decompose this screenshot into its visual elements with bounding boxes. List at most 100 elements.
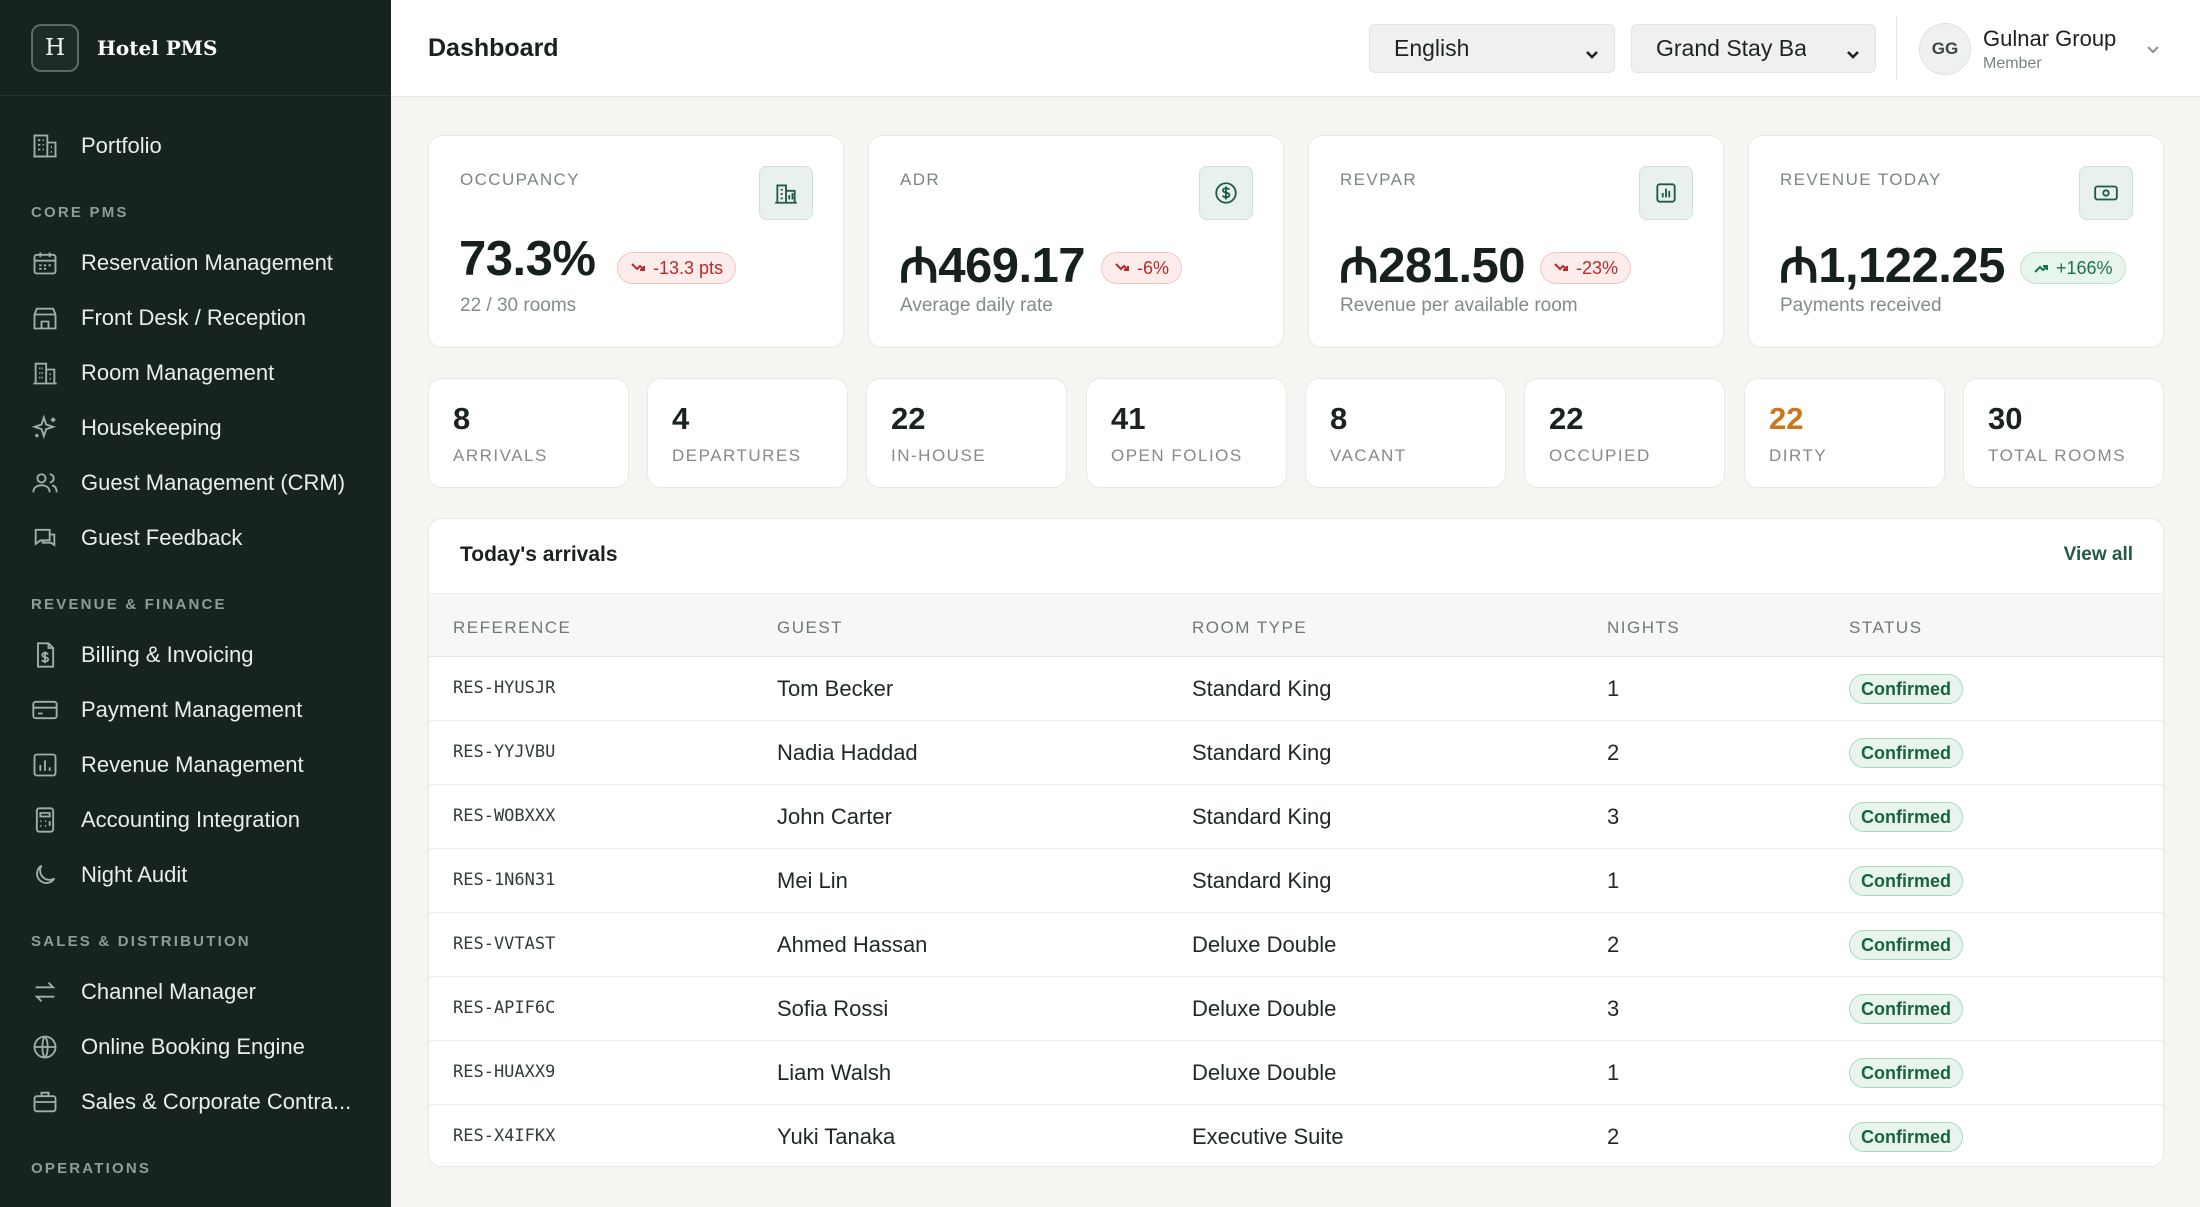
column-header[interactable]: GUEST	[777, 618, 844, 637]
stat-card-occupied[interactable]: 22 OCCUPIED	[1524, 378, 1725, 488]
sidebar-item-billing[interactable]: Billing & Invoicing	[0, 627, 391, 682]
sidebar-item-reservations[interactable]: Reservation Management	[0, 235, 391, 290]
nights: 1	[1607, 868, 1620, 893]
sidebar-item-label: Accounting Integration	[81, 806, 300, 832]
sidebar-item-sales-contracts[interactable]: Sales & Corporate Contra...	[0, 1074, 391, 1129]
sidebar-item-label: Room Management	[81, 359, 275, 385]
kpi-delta: -6%	[1101, 252, 1183, 284]
brand[interactable]: H Hotel PMS	[0, 0, 391, 96]
table-row[interactable]: RES-1N6N31 Mei Lin Standard King 1 Confirmed	[429, 849, 2163, 913]
status-badge: Confirmed	[1849, 674, 1963, 704]
nav-section-title: OPERATIONS	[31, 1160, 152, 1177]
sidebar-item-label: Guest Management (CRM)	[81, 469, 346, 495]
stat-label: ARRIVALS	[453, 446, 548, 465]
stat-card-total-rooms[interactable]: 30 TOTAL ROOMS	[1963, 378, 2164, 488]
view-all-link[interactable]: View all	[2063, 544, 2133, 565]
table-header: REFERENCE GUEST ROOM TYPE NIGHTS STATUS	[429, 593, 2163, 657]
invoice-icon	[31, 641, 59, 669]
property-select-value: Grand Stay Bal	[1656, 35, 1806, 61]
sidebar-item-booking-engine[interactable]: Online Booking Engine	[0, 1019, 391, 1074]
stat-label: OCCUPIED	[1549, 446, 1651, 465]
status-badge: Confirmed	[1849, 802, 1963, 832]
stat-value: 41	[1111, 401, 1146, 436]
bar-chart-square-icon	[1639, 166, 1693, 220]
table-row[interactable]: RES-HUAXX9 Liam Walsh Deluxe Double 1 Confir…	[429, 1041, 2163, 1105]
briefcase-icon	[31, 1088, 59, 1116]
column-header[interactable]: REFERENCE	[453, 618, 572, 637]
stat-label: IN-HOUSE	[891, 446, 987, 465]
sidebar-nav: Portfolio CORE PMS Reservation Managemen…	[0, 96, 391, 1191]
stat-card-arrivals[interactable]: 8 ARRIVALS	[428, 378, 629, 488]
sidebar-item-channel-manager[interactable]: Channel Manager	[0, 964, 391, 1019]
column-header[interactable]: ROOM TYPE	[1192, 618, 1308, 637]
nights: 3	[1607, 996, 1620, 1021]
sidebar-item-rooms[interactable]: Room Management	[0, 345, 391, 400]
table-row[interactable]: RES-APIF6C Sofia Rossi Deluxe Double 3 Confi…	[429, 977, 2163, 1041]
sparkles-icon	[31, 414, 59, 442]
room-type: Deluxe Double	[1192, 932, 1337, 957]
user-name: Gulnar Group	[1983, 25, 2117, 51]
table-row[interactable]: RES-VVTAST Ahmed Hassan Deluxe Double 2 Conf…	[429, 913, 2163, 977]
guest-name: Nadia Haddad	[777, 740, 918, 765]
stat-card-open-folios[interactable]: 41 OPEN FOLIOS	[1086, 378, 1287, 488]
sidebar-item-housekeeping[interactable]: Housekeeping	[0, 400, 391, 455]
stat-card-departures[interactable]: 4 DEPARTURES	[647, 378, 848, 488]
room-type: Standard King	[1192, 868, 1332, 893]
sidebar-item-revenue[interactable]: Revenue Management	[0, 737, 391, 792]
column-header[interactable]: NIGHTS	[1607, 618, 1681, 637]
stat-value: 22	[1769, 401, 1804, 436]
nav-section-title: CORE PMS	[31, 204, 129, 221]
sidebar-item-label: Channel Manager	[81, 978, 256, 1004]
stat-label: DEPARTURES	[672, 446, 802, 465]
sidebar-item-label: Billing & Invoicing	[81, 641, 254, 667]
language-select-value: English	[1394, 35, 1470, 61]
kpi-value: 73.3%	[459, 232, 596, 286]
reservation-reference: RES-HUAXX9	[453, 1062, 556, 1082]
kpi-label: OCCUPANCY	[460, 170, 580, 189]
stat-card-dirty[interactable]: 22 DIRTY	[1744, 378, 1945, 488]
guest-name: Liam Walsh	[777, 1060, 892, 1085]
arrivals-title: Today's arrivals	[460, 543, 618, 566]
table-row[interactable]: RES-X4IFKX Yuki Tanaka Executive Suite 2 Con…	[429, 1105, 2163, 1166]
stat-value: 22	[1549, 401, 1584, 436]
sidebar-item-crm[interactable]: Guest Management (CRM)	[0, 455, 391, 510]
kpi-subtext: Payments received	[1780, 295, 1942, 316]
table-row[interactable]: RES-YYJVBU Nadia Haddad Standard King 2 Conf…	[429, 721, 2163, 785]
guest-name: Tom Becker	[777, 676, 894, 701]
arrivals-card: Today's arrivals View all REFERENCE GUES…	[428, 518, 2164, 1167]
sidebar-item-accounting[interactable]: Accounting Integration	[0, 792, 391, 847]
stat-card-in-house[interactable]: 22 IN-HOUSE	[866, 378, 1067, 488]
sidebar-item-feedback[interactable]: Guest Feedback	[0, 510, 391, 565]
nav-section-title: SALES & DISTRIBUTION	[31, 933, 251, 950]
nights: 2	[1607, 1124, 1620, 1149]
table-row[interactable]: RES-HYUSJR Tom Becker Standard King 1 Confir…	[429, 657, 2163, 721]
reservation-reference: RES-1N6N31	[453, 870, 556, 890]
sidebar-item-front-desk[interactable]: Front Desk / Reception	[0, 290, 391, 345]
sidebar-item-night-audit[interactable]: Night Audit	[0, 847, 391, 902]
brand-logo: H	[31, 23, 79, 72]
kpi-value: ₼281.50	[1339, 239, 1526, 293]
moon-icon	[31, 861, 59, 889]
column-header[interactable]: STATUS	[1849, 618, 1923, 637]
stat-card-vacant[interactable]: 8 VACANT	[1305, 378, 1506, 488]
guest-name: Ahmed Hassan	[777, 932, 928, 957]
status-badge: Confirmed	[1849, 1058, 1963, 1088]
stat-value: 8	[453, 401, 471, 436]
guest-name: Yuki Tanaka	[777, 1124, 896, 1149]
status-badge: Confirmed	[1849, 994, 1963, 1024]
reservation-reference: RES-YYJVBU	[453, 742, 556, 762]
kpi-card-occupancy: OCCUPANCY 73.3% -13.3 pts 22 / 30 rooms	[428, 135, 844, 348]
property-select[interactable]: Grand Stay Bal	[1631, 24, 1876, 73]
kpi-label: ADR	[900, 170, 941, 189]
trend-down-icon	[1115, 263, 1129, 271]
sidebar-item-label: Online Booking Engine	[81, 1033, 305, 1059]
stat-value: 30	[1988, 401, 2023, 436]
table-row[interactable]: RES-WOBXXX John Carter Standard King 3 Confi…	[429, 785, 2163, 849]
banknote-icon	[2079, 166, 2133, 220]
sidebar-item-portfolio[interactable]: Portfolio	[0, 118, 391, 173]
credit-card-icon	[31, 696, 59, 724]
user-menu[interactable]: GG Gulnar Group Member	[1919, 22, 2162, 76]
reservation-reference: RES-APIF6C	[453, 998, 556, 1018]
language-select[interactable]: English	[1369, 24, 1615, 73]
sidebar-item-payments[interactable]: Payment Management	[0, 682, 391, 737]
